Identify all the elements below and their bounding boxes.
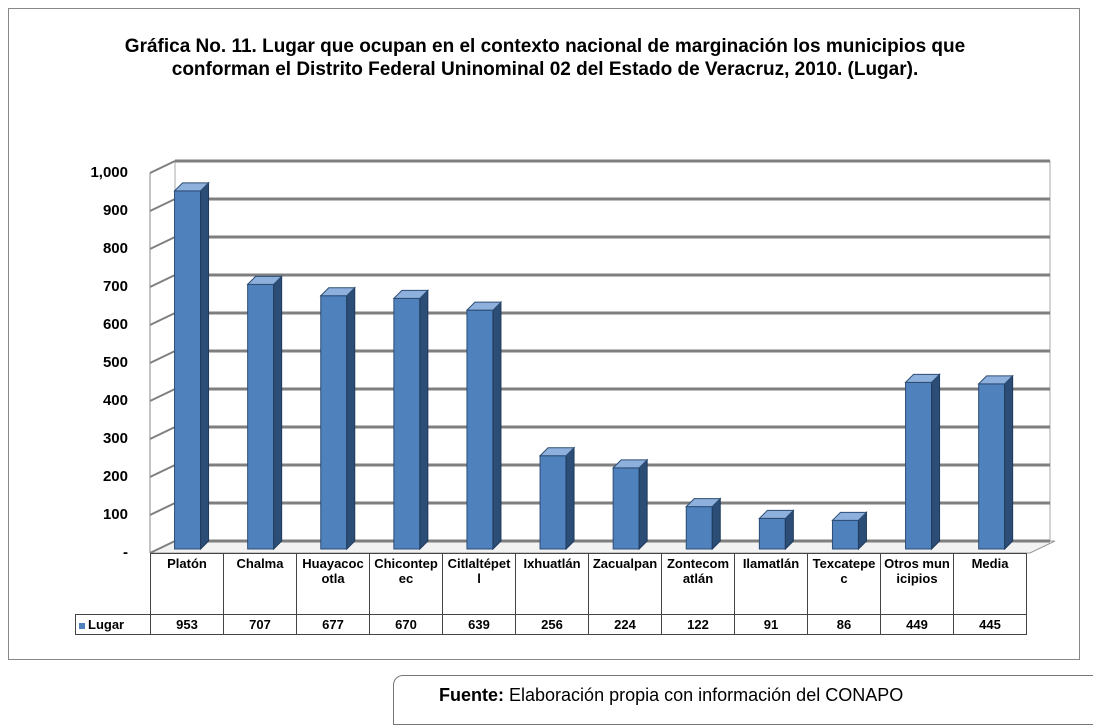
category-label: Ilamatlán [734,553,808,615]
bar-top [246,275,283,285]
category-label: Ixhuatlán [515,553,589,615]
grid-line-side [149,160,176,174]
y-tick-label: 200 [103,468,128,485]
value-label: 91 [734,614,808,635]
bar-side [273,275,283,551]
bar-top [611,459,649,469]
value-label: 953 [150,614,224,635]
bar-top [173,182,210,192]
bar-top [904,373,941,383]
legend-label: Lugar [88,617,125,632]
bar [758,517,786,550]
bar-side [565,446,575,551]
value-label: 256 [515,614,589,635]
value-label: 707 [223,614,297,635]
value-label: 445 [953,614,1027,635]
value-label: 122 [661,614,735,635]
category-label: Chicontepec [369,553,443,615]
bar [320,295,348,550]
category-label: Huayacocotla [296,553,370,615]
bar [612,467,640,550]
bar [466,309,494,550]
value-label: 677 [296,614,370,635]
value-label: 86 [807,614,881,635]
category-label: Media [953,553,1027,615]
category-label: Citlaltépetl [442,553,516,615]
bar [831,519,859,550]
y-tick-label: 700 [103,278,128,295]
legend-swatch [79,623,85,629]
y-tick-label: 800 [103,240,128,257]
y-tick-label: - [123,544,128,561]
category-label: Texcatepec [807,553,881,615]
chart-title: Gráfica No. 11. Lugar que ocupan en el c… [124,36,966,80]
y-tick-label: 300 [103,430,128,447]
bar-side [711,497,721,551]
bar-side [419,289,429,551]
y-tick-label: 100 [103,506,128,523]
value-label: 639 [442,614,516,635]
bar-side [638,458,648,551]
bar-side [200,181,210,551]
grid-line-side [149,426,176,440]
bar-side [1004,374,1014,551]
y-tick-label: 900 [103,202,128,219]
bar-side [931,373,941,551]
y-tick-label: 400 [103,392,128,409]
bar [174,190,202,550]
bar [905,381,933,550]
bar-top [392,289,430,299]
data-table: Platón Chalma Huayacocotla Chicontepec Citla… [75,553,1027,635]
category-label: Zontecomatlán [661,553,735,615]
bar-side [492,300,502,551]
grid-line-side [149,350,176,364]
bar-top [538,447,576,457]
value-row: Lugar 953 707 677 670 639 256 224 122 91 86 449 445 [75,614,1027,635]
grid-line-side [149,312,176,326]
grid-line-side [149,198,176,212]
value-label: 224 [588,614,662,635]
y-tick-label: 500 [103,354,128,371]
bar [978,383,1006,550]
legend-key: Lugar [75,614,151,635]
bar-top [465,301,503,311]
category-label: Zacualpan [588,553,662,615]
grid-line-side [149,236,176,250]
grid-line-side [149,540,176,554]
chart-frame [8,8,1080,660]
grid-line-side [149,388,176,402]
category-row: Platón Chalma Huayacocotla Chicontepec Citla… [75,553,1027,615]
bar-top [977,375,1014,385]
blank-cell [75,553,151,615]
grid-line-side [149,274,176,288]
value-label: 449 [880,614,954,635]
grid-line-side [149,464,176,478]
category-label: Otros municipios [880,553,954,615]
category-label: Platón [150,553,224,615]
source-text: Elaboración propia con información del C… [509,685,904,705]
bar-top [319,287,356,297]
value-label: 670 [369,614,443,635]
category-label: Chalma [223,553,297,615]
bar [247,283,275,550]
bar-top [685,498,722,508]
bar-side [346,286,356,551]
bar-top [831,511,868,521]
source-box: Fuente: Elaboración propia con informaci… [393,675,1093,725]
source-label: Fuente: [439,685,504,705]
y-tick-label: 1,000 [90,164,128,181]
bar [539,455,567,550]
y-tick-label: 600 [103,316,128,333]
grid-line-side [149,502,176,516]
bar-top [758,509,795,519]
bar [685,506,713,550]
bar [393,297,421,550]
